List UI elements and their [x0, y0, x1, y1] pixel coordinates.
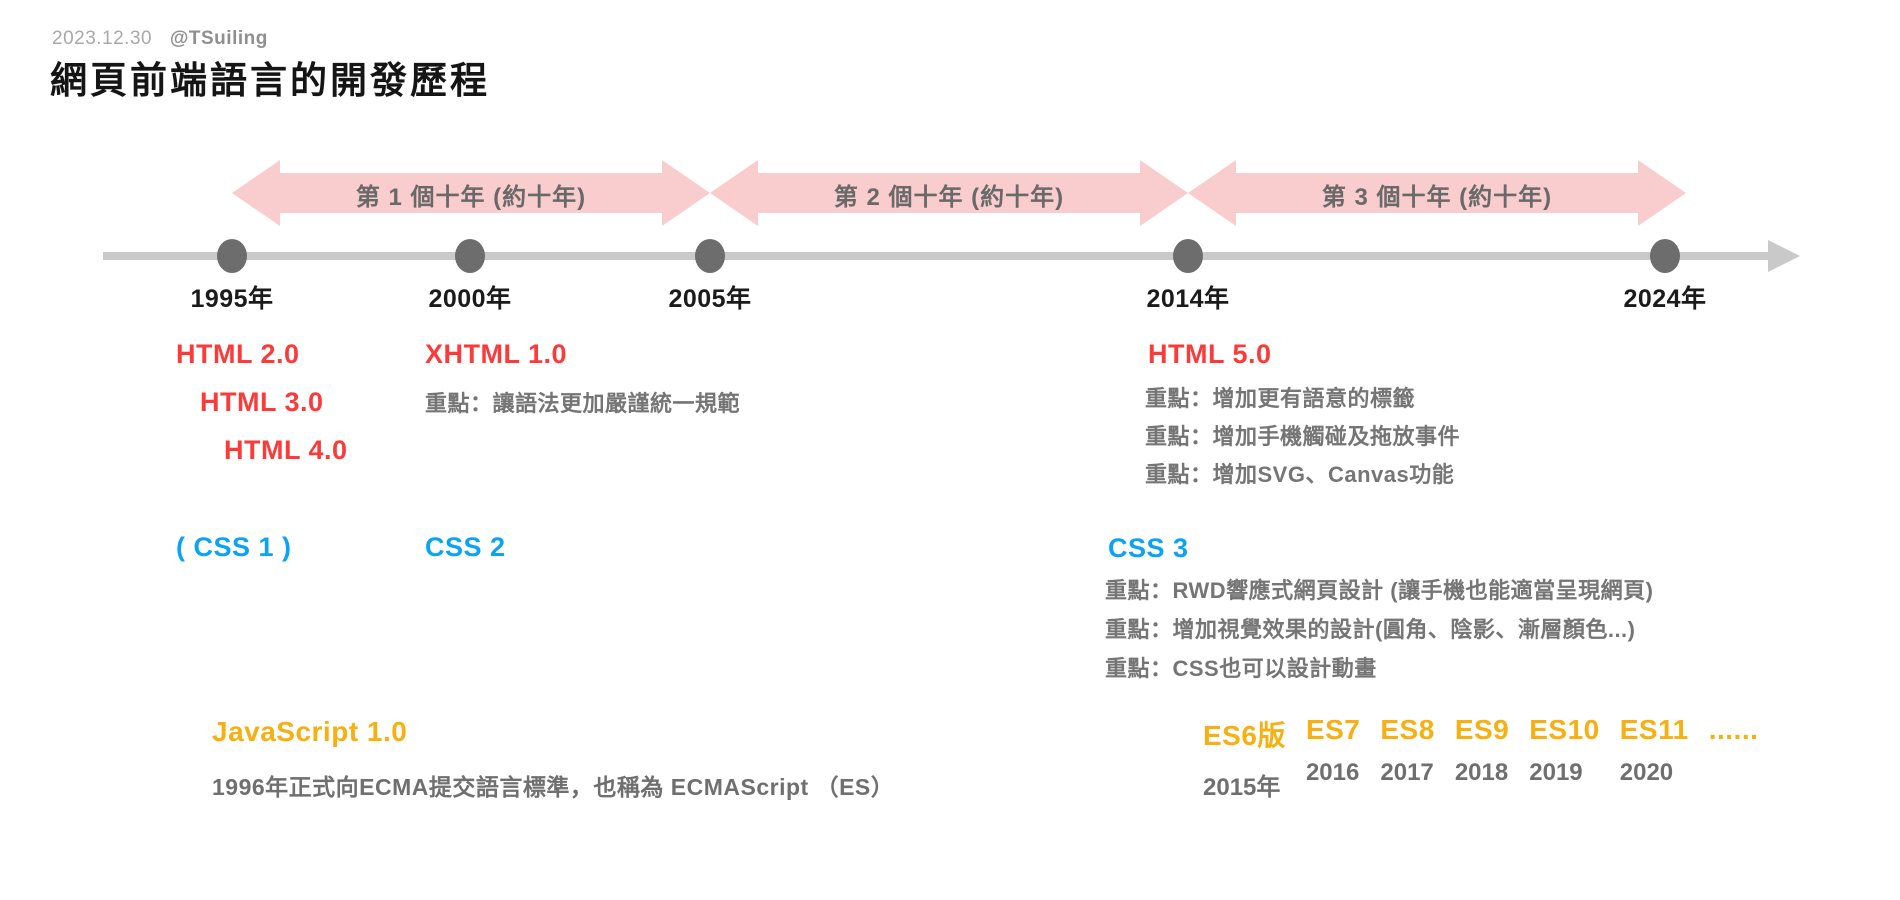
es-version-item: ...... — [1709, 714, 1759, 802]
timeline-year-2014: 2014年 — [1146, 285, 1230, 313]
xhtml-note: 重點：讓語法更加嚴謹統一規範 — [425, 391, 741, 416]
timeline-dot-2014 — [1173, 239, 1203, 273]
html4-label: HTML 4.0 — [224, 435, 348, 465]
es11-label: ES11 — [1619, 714, 1689, 745]
decade-1-label: 第 1 個十年 (約十年) — [355, 184, 587, 211]
es-version-item: ES7 2016 — [1306, 714, 1360, 802]
es10-year: 2019 — [1529, 759, 1583, 786]
html5-note-2: 重點：增加手機觸碰及拖放事件 — [1145, 424, 1461, 449]
es9-label: ES9 — [1454, 714, 1510, 745]
es-versions-row: ES6版 2015年 ES7 2016 ES8 2017 ES9 2018 ES… — [1203, 714, 1758, 802]
es7-year: 2016 — [1305, 759, 1360, 786]
es10-label: ES10 — [1529, 714, 1600, 745]
css2-label: CSS 2 — [425, 532, 506, 562]
timeline-year-1995: 1995年 — [190, 285, 274, 313]
css1-label: ( CSS 1 ) — [176, 532, 292, 562]
html5-note-1: 重點：增加更有語意的標籤 — [1145, 386, 1416, 411]
es11-year: 2020 — [1619, 759, 1674, 786]
es9-year: 2018 — [1454, 759, 1509, 786]
html5-notes: 重點：增加更有語意的標籤 重點：增加手機觸碰及拖放事件 重點：增加SVG、Can… — [1145, 380, 1460, 494]
html5-label: HTML 5.0 — [1148, 339, 1272, 369]
decade-arrow-3 — [1188, 160, 1686, 226]
css3-note-3: 重點：CSS也可以設計動畫 — [1105, 656, 1377, 681]
timeline-year-2000: 2000年 — [428, 285, 512, 313]
xhtml-label: XHTML 1.0 — [425, 339, 568, 369]
timeline-dot-2024 — [1650, 239, 1680, 273]
es8-label: ES8 — [1380, 714, 1435, 745]
es-more-label: ...... — [1708, 714, 1759, 745]
es-version-item: ES11 2020 — [1620, 714, 1689, 802]
es7-label: ES7 — [1305, 714, 1361, 745]
css3-label: CSS 3 — [1108, 533, 1189, 563]
decade-arrow-1 — [232, 160, 710, 226]
page-title: 網頁前端語言的開發歷程 — [50, 60, 490, 101]
javascript-label: JavaScript 1.0 — [212, 716, 408, 747]
es6-year: 2015年 — [1203, 774, 1281, 801]
decade-arrow-2 — [710, 160, 1188, 226]
es6-label: ES6版 — [1203, 720, 1286, 751]
decade-3-label: 第 3 個十年 (約十年) — [1321, 184, 1553, 211]
es-version-item: ES9 2018 — [1455, 714, 1509, 802]
timeline-dot-2000 — [455, 239, 485, 273]
html2-label: HTML 2.0 — [176, 339, 300, 369]
css3-note-1: 重點：RWD響應式網頁設計 (讓手機也能適當呈現網頁) — [1105, 578, 1654, 603]
es-version-item: ES8 2017 — [1380, 714, 1434, 802]
attribution: 2023.12.30 @TSuiling — [52, 28, 268, 50]
timeline-arrowhead-icon — [1768, 240, 1800, 272]
es8-year: 2017 — [1380, 759, 1434, 786]
timeline-dot-2005 — [695, 239, 725, 273]
javascript-note: 1996年正式向ECMA提交語言標準，也稱為 ECMAScript （ES） — [212, 774, 895, 800]
timeline-year-2005: 2005年 — [668, 285, 752, 313]
es-version-item: ES6版 2015年 — [1203, 714, 1286, 802]
attribution-date: 2023.12.30 — [52, 28, 153, 49]
html5-note-3: 重點：增加SVG、Canvas功能 — [1145, 462, 1455, 487]
es-version-item: ES10 2019 — [1529, 714, 1600, 802]
timeline-dot-1995 — [217, 239, 247, 273]
css3-notes: 重點：RWD響應式網頁設計 (讓手機也能適當呈現網頁) 重點：增加視覺效果的設計… — [1105, 571, 1653, 688]
attribution-author: @TSuiling — [169, 28, 268, 49]
css3-note-2: 重點：增加視覺效果的設計(圓角、陰影、漸層顏色...) — [1105, 617, 1636, 642]
timeline-year-2024: 2024年 — [1623, 285, 1707, 313]
html3-label: HTML 3.0 — [200, 387, 324, 417]
decade-2-label: 第 2 個十年 (約十年) — [833, 184, 1065, 211]
